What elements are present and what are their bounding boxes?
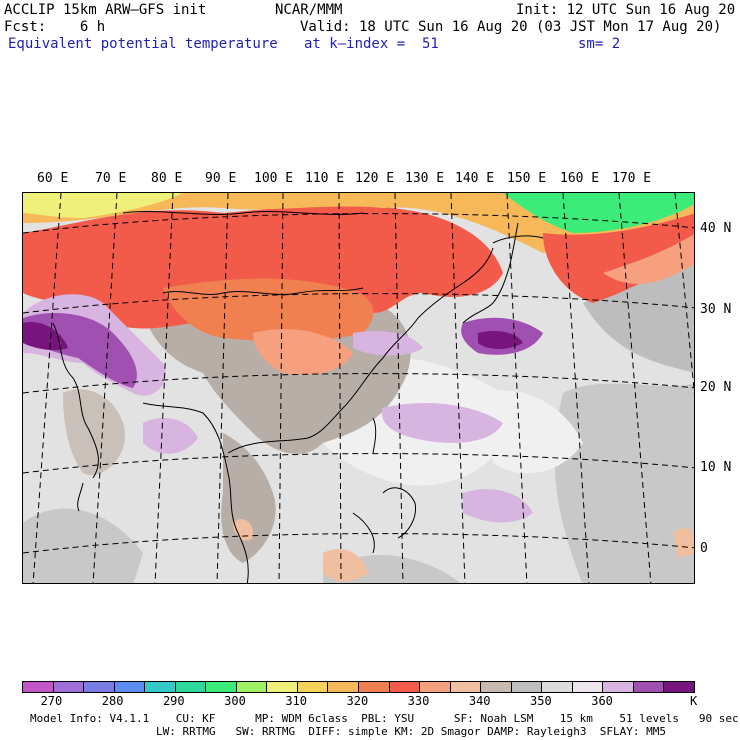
colorbar-swatch: [328, 682, 360, 692]
header-institution: NCAR/MMM: [275, 2, 343, 18]
colorbar-swatch: [420, 682, 451, 692]
high-theta-e-areas: [23, 294, 543, 523]
colorbar-tick-label: 360: [591, 694, 613, 708]
header-valid-time: Valid: 18 UTC Sun 16 Aug 20 (03 JST Mon …: [300, 19, 722, 35]
colorbar-swatch: [145, 682, 176, 692]
header-smoothing: sm= 2: [578, 36, 621, 52]
colorbar-swatch: [359, 682, 390, 692]
latitude-label: 10 N: [700, 460, 732, 475]
colorbar-tick-label: 350: [530, 694, 552, 708]
colorbar-tick-label: 280: [101, 694, 124, 708]
footer-model-info: Model Info: V4.1.1 CU: KF MP: WDM 6class…: [30, 712, 739, 725]
latitude-label: 30 N: [700, 302, 732, 317]
warm-tropical-spots: [233, 518, 694, 582]
colorbar-swatch: [542, 682, 573, 692]
colorbar-tick-label: 340: [468, 694, 491, 708]
colorbar-tick-label: 290: [162, 694, 185, 708]
header-forecast-hour: Fcst: 6 h: [4, 19, 106, 35]
longitude-label: 170 E: [612, 171, 652, 186]
colorbar: [22, 681, 695, 693]
colorbar-swatch: [481, 682, 512, 692]
colorbar-swatch: [633, 682, 665, 692]
longitude-label: 120 E: [355, 171, 395, 186]
northern-warm-belt: [23, 193, 694, 375]
header-field-name: Equivalent potential temperature: [8, 36, 278, 52]
longitude-label: 160 E: [560, 171, 600, 186]
colorbar-swatch: [664, 682, 695, 692]
colorbar-swatch: [84, 682, 115, 692]
colorbar-swatch: [206, 682, 237, 692]
latitude-label: 0: [700, 541, 708, 556]
footer-physics-info: LW: RRTMG SW: RRTMG DIFF: simple KM: 2D …: [156, 725, 666, 738]
latitude-label: 20 N: [700, 380, 732, 395]
colorbar-tick-label: 300: [224, 694, 246, 708]
colorbar-swatch: [450, 682, 482, 692]
longitude-label: 90 E: [205, 171, 237, 186]
colorbar-tick-label: 320: [346, 694, 369, 708]
ocean-theta-e-patches: [23, 253, 694, 583]
colorbar-swatch: [175, 682, 207, 692]
header-model-title: ACCLIP 15km ARW–GFS init: [4, 2, 207, 18]
colorbar-swatch: [236, 682, 268, 692]
colorbar-swatch: [23, 682, 54, 692]
map-panel: [22, 192, 695, 584]
coastlines: [52, 211, 544, 583]
colorbar-swatch: [511, 682, 543, 692]
longitude-label: 60 E: [37, 171, 69, 186]
colorbar-swatch: [389, 682, 421, 692]
colorbar-unit: K: [690, 694, 698, 708]
longitude-label: 150 E: [507, 171, 547, 186]
longitude-label: 100 E: [254, 171, 294, 186]
colorbar-swatch: [572, 682, 604, 692]
colorbar-swatch: [267, 682, 298, 692]
longitude-label: 130 E: [405, 171, 445, 186]
colorbar-tick-label: 330: [407, 694, 430, 708]
colorbar-swatch: [53, 682, 85, 692]
equivalent-potential-temperature-map: [23, 193, 694, 583]
longitude-label: 70 E: [95, 171, 127, 186]
colorbar-swatch: [603, 682, 634, 692]
colorbar-swatch: [297, 682, 329, 692]
latitude-label: 40 N: [700, 221, 732, 236]
longitude-label: 110 E: [305, 171, 345, 186]
lat-lon-grid: [23, 193, 694, 583]
longitude-label: 140 E: [455, 171, 495, 186]
colorbar-tick-label: 270: [40, 694, 63, 708]
header-init-time: Init: 12 UTC Sun 16 Aug 20: [516, 2, 736, 18]
longitude-label: 80 E: [151, 171, 183, 186]
colorbar-tick-label: 310: [285, 694, 307, 708]
header-k-index: at k–index = 51: [304, 36, 439, 52]
colorbar-swatch: [114, 682, 146, 692]
